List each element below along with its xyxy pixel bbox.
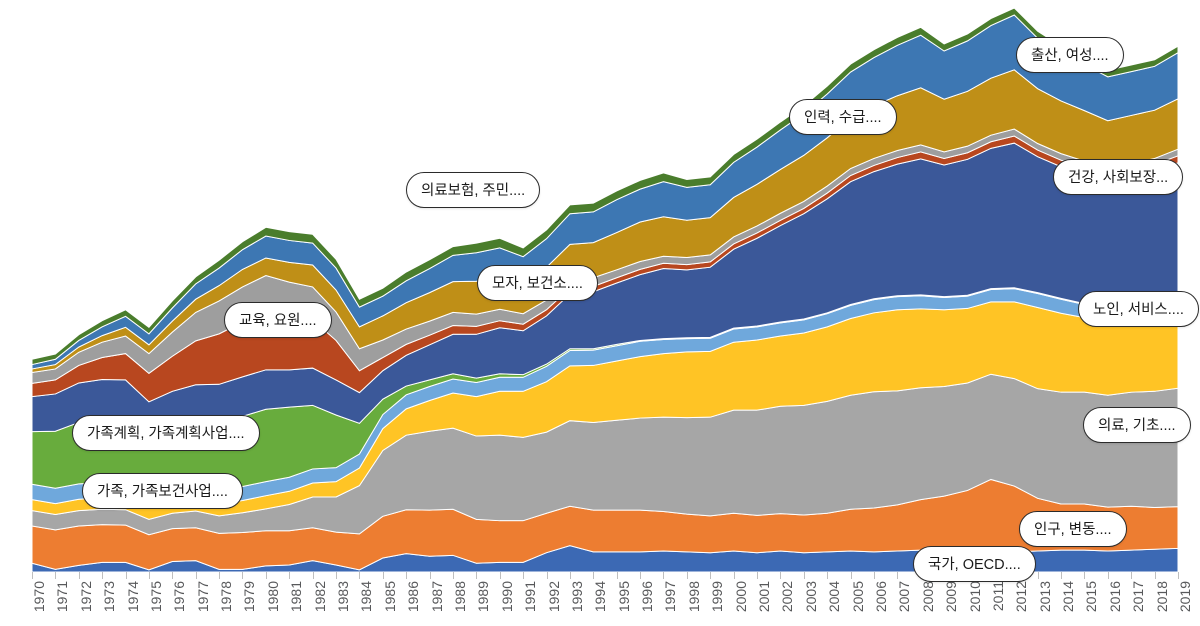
- annotation-bubble-birth-women[interactable]: 출산, 여성....: [1016, 37, 1124, 73]
- annotation-bubble-family-health[interactable]: 가족, 가족보건사업....: [82, 473, 243, 509]
- annotation-bubble-health-socialsec[interactable]: 건강, 사회보장...: [1053, 159, 1184, 195]
- area-series-11: [31, 7, 1179, 366]
- annotation-bubble-education-staff[interactable]: 교육, 요원....: [224, 302, 332, 338]
- annotation-bubble-manpower-supply[interactable]: 인력, 수급....: [789, 99, 897, 135]
- annotation-bubble-maternal-center[interactable]: 모자, 보건소....: [477, 265, 598, 301]
- annotation-bubble-medical-basic[interactable]: 의료, 기초....: [1083, 407, 1191, 443]
- annotation-bubble-country-oecd[interactable]: 국가, OECD....: [913, 546, 1036, 582]
- annotation-bubble-population-change[interactable]: 인구, 변동....: [1019, 511, 1127, 547]
- annotation-bubble-family-planning[interactable]: 가족계획, 가족계획사업....: [72, 415, 260, 451]
- annotation-bubble-health-insurance[interactable]: 의료보험, 주민....: [406, 172, 541, 208]
- annotation-bubble-elderly-service[interactable]: 노인, 서비스....: [1078, 291, 1199, 327]
